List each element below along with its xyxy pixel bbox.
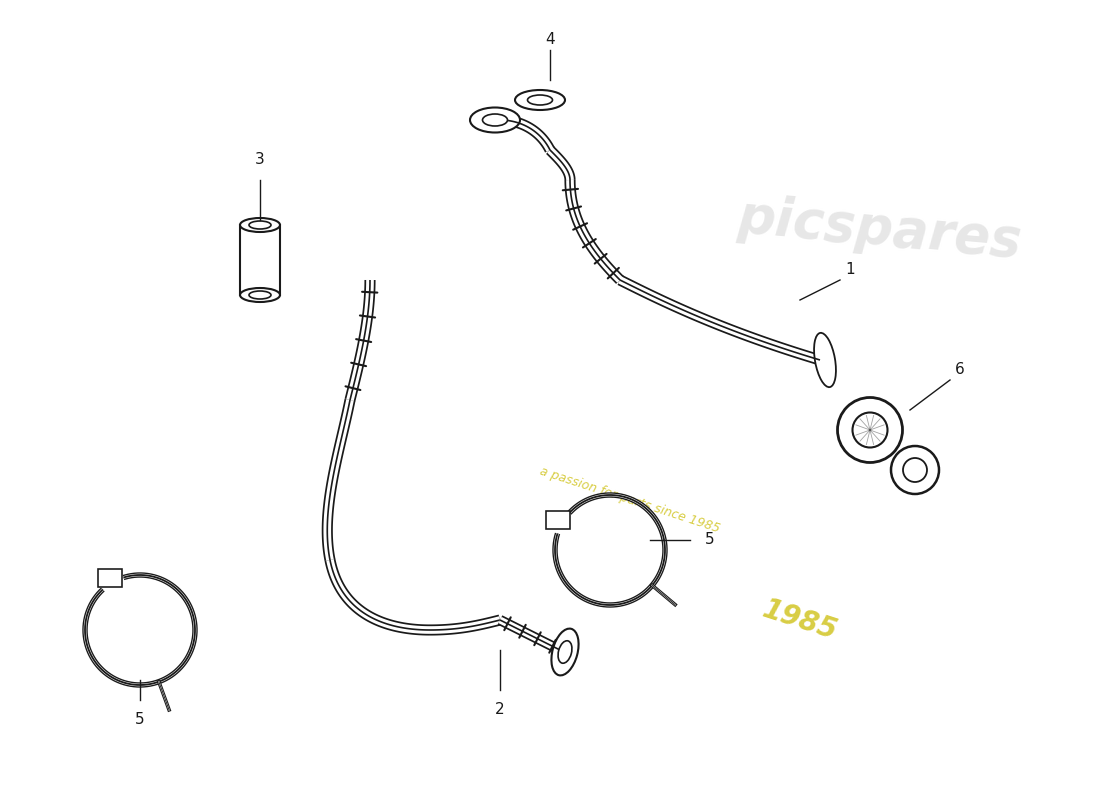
Ellipse shape (903, 458, 927, 482)
FancyBboxPatch shape (546, 511, 570, 529)
Ellipse shape (249, 291, 271, 299)
Text: 4: 4 (546, 33, 554, 47)
Ellipse shape (515, 90, 565, 110)
Text: 1: 1 (845, 262, 855, 278)
Text: 1985: 1985 (759, 594, 840, 646)
Ellipse shape (528, 95, 552, 105)
Ellipse shape (558, 641, 572, 663)
Ellipse shape (249, 221, 271, 229)
Text: 3: 3 (255, 153, 265, 167)
Text: 2: 2 (495, 702, 505, 718)
Ellipse shape (837, 398, 902, 462)
Ellipse shape (852, 413, 888, 447)
Text: 6: 6 (955, 362, 965, 378)
Ellipse shape (814, 333, 836, 387)
Ellipse shape (240, 288, 280, 302)
Ellipse shape (240, 218, 280, 232)
Text: a passion for parts since 1985: a passion for parts since 1985 (538, 465, 722, 535)
FancyBboxPatch shape (98, 569, 122, 587)
Polygon shape (240, 225, 280, 295)
Ellipse shape (551, 629, 579, 675)
Ellipse shape (483, 114, 507, 126)
Text: 5: 5 (705, 533, 715, 547)
Ellipse shape (891, 446, 939, 494)
Text: picspares: picspares (736, 192, 1024, 268)
Ellipse shape (470, 107, 520, 133)
Text: 5: 5 (135, 713, 145, 727)
